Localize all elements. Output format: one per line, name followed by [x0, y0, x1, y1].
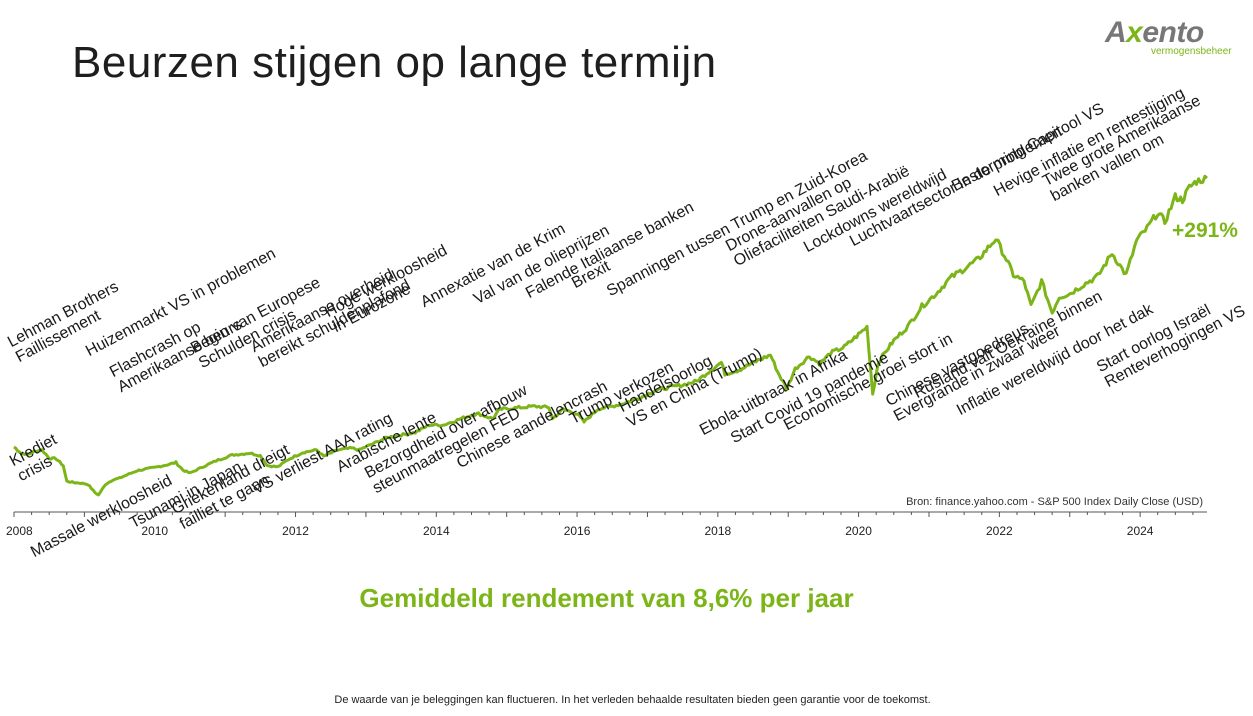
page-title: Beurzen stijgen op lange termijn: [72, 38, 717, 87]
x-tick-label: 2018: [704, 524, 732, 538]
x-tick-label: 2024: [1126, 524, 1154, 538]
disclaimer-text: De waarde van je beleggingen kan fluctue…: [334, 694, 931, 706]
x-tick-label: 2020: [845, 524, 872, 538]
axento-logo: Axento vermogensbeheer: [1103, 10, 1233, 62]
x-tick-label: 2010: [141, 524, 169, 538]
chart-source: Bron: finance.yahoo.com - S&P 500 Index …: [906, 496, 1203, 508]
sp500-series-line: [13, 174, 1208, 497]
logo-wordmark: Axento: [1105, 16, 1204, 49]
x-tick-label: 2012: [282, 524, 309, 538]
x-tick-label: 2022: [986, 524, 1013, 538]
x-tick-label: 2014: [422, 524, 450, 538]
total-gain-label: +291%: [1172, 219, 1238, 242]
x-tick-label: 2016: [563, 524, 591, 538]
logo-subtitle: vermogensbeheer: [1151, 46, 1232, 57]
average-return-heading: Gemiddeld rendement van 8,6% per jaar: [359, 583, 854, 613]
x-tick-label: 2008: [5, 524, 33, 538]
